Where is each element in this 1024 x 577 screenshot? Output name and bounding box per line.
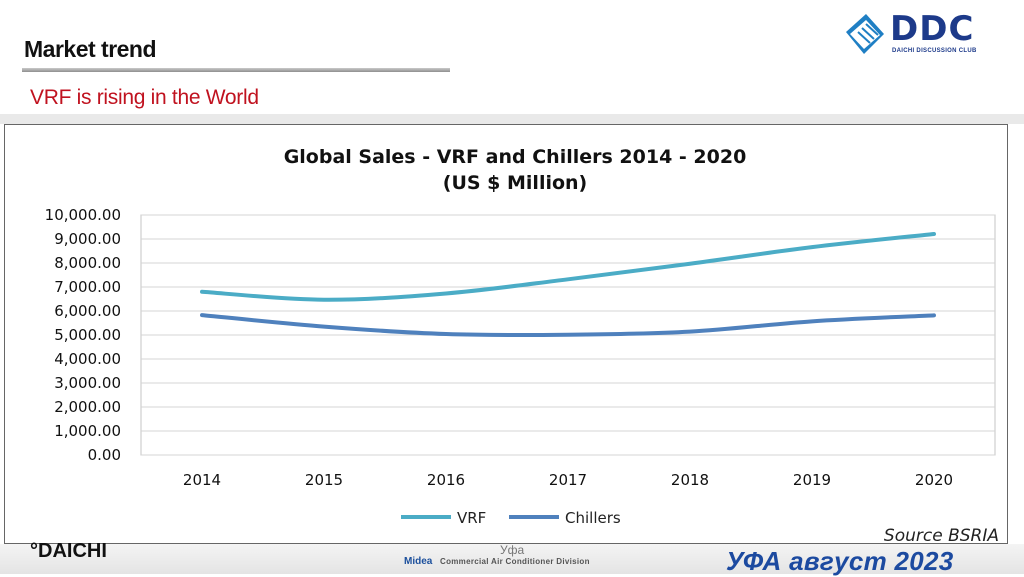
legend-vrf-label: VRF bbox=[457, 509, 486, 527]
x-tick-label: 2017 bbox=[549, 471, 587, 489]
logo-tagline: DAICHI DISCUSSION CLUB bbox=[892, 48, 977, 54]
y-tick-label: 8,000.00 bbox=[54, 254, 121, 272]
x-tick-label: 2018 bbox=[671, 471, 709, 489]
y-tick-label: 1,000.00 bbox=[54, 422, 121, 440]
series-line-vrf bbox=[200, 231, 936, 302]
footer-bar bbox=[0, 544, 1024, 574]
footer-city-text: Уфа bbox=[500, 543, 525, 557]
y-tick-label: 0.00 bbox=[88, 446, 121, 464]
chart-frame: Global Sales - VRF and Chillers 2014 - 2… bbox=[4, 124, 1008, 546]
slide-subtitle: VRF is rising in the World bbox=[30, 86, 259, 109]
chart-title: Global Sales - VRF and Chillers 2014 - 2… bbox=[284, 146, 747, 168]
y-tick-label: 4,000.00 bbox=[54, 350, 121, 368]
logo-text: DDC bbox=[890, 9, 975, 49]
x-tick-label: 2015 bbox=[305, 471, 343, 489]
y-tick-label: 5,000.00 bbox=[54, 326, 121, 344]
y-tick-label: 6,000.00 bbox=[54, 302, 121, 320]
y-tick-label: 7,000.00 bbox=[54, 278, 121, 296]
x-tick-label: 2020 bbox=[915, 471, 953, 489]
y-tick-label: 3,000.00 bbox=[54, 374, 121, 392]
legend-chillers-label: Chillers bbox=[565, 509, 621, 527]
ddc-logo: DDC DAICHI DISCUSSION CLUB bbox=[842, 9, 984, 60]
midea-division-text: Commercial Air Conditioner Division bbox=[440, 557, 590, 566]
daichi-brand: °DAICHI bbox=[30, 540, 107, 562]
line-chart: Global Sales - VRF and Chillers 2014 - 2… bbox=[45, 146, 999, 546]
x-tick-label: 2019 bbox=[793, 471, 831, 489]
book-icon bbox=[846, 14, 884, 54]
y-tick-label: 10,000.00 bbox=[45, 206, 121, 224]
x-tick-label: 2014 bbox=[183, 471, 221, 489]
legend: VRF Chillers bbox=[401, 509, 621, 527]
chart-source: Source BSRIA bbox=[884, 526, 999, 545]
event-title: УФА август 2023 bbox=[726, 546, 954, 576]
y-tick-label: 2,000.00 bbox=[54, 398, 121, 416]
midea-logo: Midea bbox=[404, 556, 433, 567]
y-tick-label: 9,000.00 bbox=[54, 230, 121, 248]
title-underline bbox=[22, 68, 450, 72]
header-divider-band bbox=[0, 114, 1024, 124]
series-line-chillers bbox=[200, 313, 936, 338]
x-tick-label: 2016 bbox=[427, 471, 465, 489]
chart-subtitle: (US $ Million) bbox=[443, 172, 587, 194]
slide-title: Market trend bbox=[24, 36, 157, 62]
